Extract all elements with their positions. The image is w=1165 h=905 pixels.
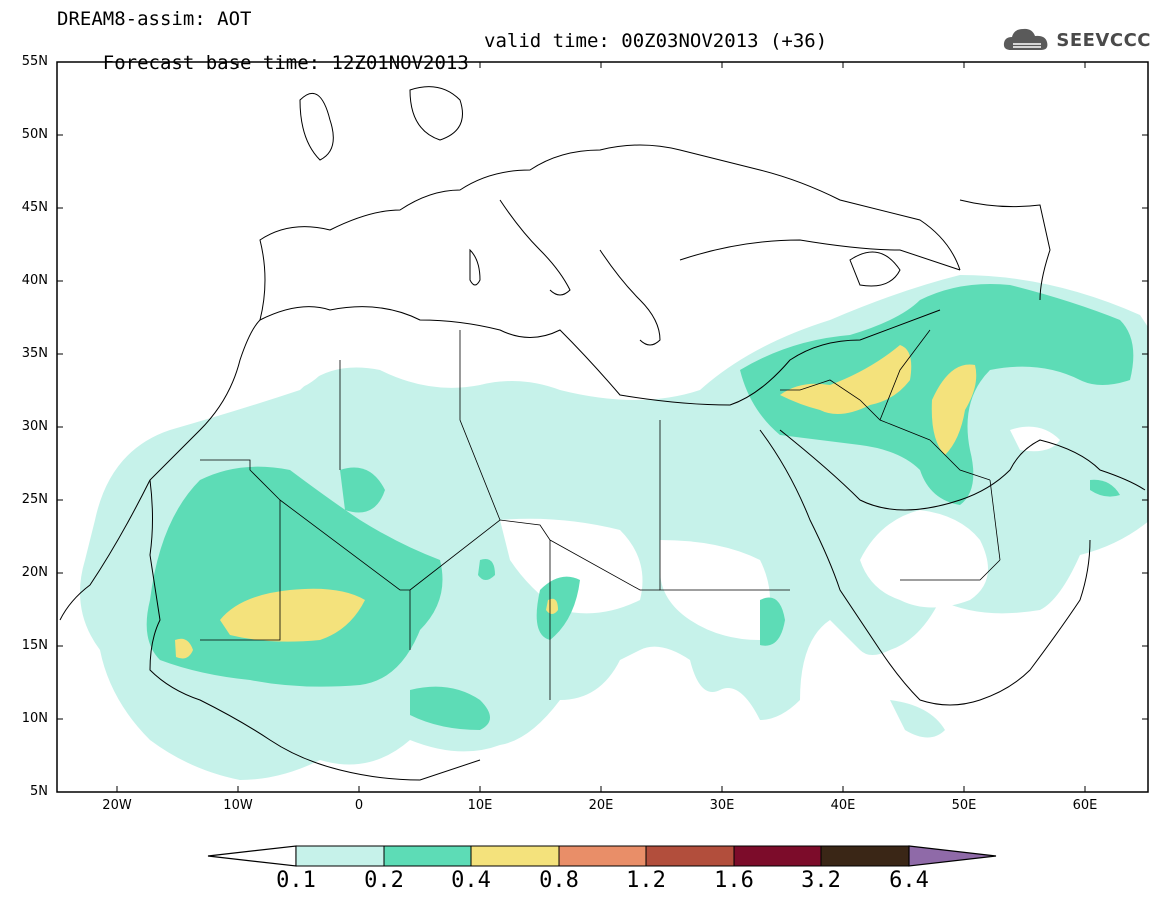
colorbar xyxy=(207,845,997,867)
colorbar-label: 6.4 xyxy=(889,868,929,893)
colorbar-segment xyxy=(558,845,647,867)
lon-label: 20W xyxy=(102,798,132,813)
colorbar-high-arrow xyxy=(908,845,997,867)
colorbar-label: 1.2 xyxy=(626,868,666,893)
colorbar-label: 0.4 xyxy=(451,868,491,893)
lat-label: 15N xyxy=(21,638,48,653)
valid-time: valid time: 00Z03NOV2013 (+36) xyxy=(484,30,828,52)
product-title: DREAM8-assim: AOT xyxy=(57,8,252,30)
lat-label: 5N xyxy=(30,784,48,799)
lon-label: 30E xyxy=(709,798,735,813)
lon-label: 50E xyxy=(951,798,977,813)
lat-label: 50N xyxy=(21,127,48,142)
colorbar-segment xyxy=(733,845,822,867)
lon-label: 60E xyxy=(1072,798,1098,813)
lat-label: 40N xyxy=(21,273,48,288)
axis-ticks xyxy=(57,61,1148,793)
lon-label: 10E xyxy=(467,798,493,813)
colorbar-segment xyxy=(383,845,472,867)
colorbar-segment xyxy=(645,845,735,867)
colorbar-segment xyxy=(470,845,560,867)
cloud-icon xyxy=(1004,28,1048,50)
coastlines xyxy=(59,86,1146,781)
lat-label: 20N xyxy=(21,565,48,580)
colorbar-label: 0.2 xyxy=(364,868,404,893)
colorbar-label: 0.1 xyxy=(276,868,316,893)
lon-label: 10W xyxy=(223,798,253,813)
base-time: Forecast base time: 12Z01NOV2013 xyxy=(102,52,469,74)
lon-label: 40E xyxy=(830,798,856,813)
colorbar-label: 0.8 xyxy=(539,868,579,893)
title-block: DREAM8-assim: AOT Forecast base time: 12… xyxy=(57,8,827,118)
colorbar-low-arrow xyxy=(207,845,297,867)
lat-label: 55N xyxy=(21,54,48,69)
lat-label: 30N xyxy=(21,419,48,434)
colorbar-segment xyxy=(820,845,910,867)
colorbar-label: 1.6 xyxy=(714,868,754,893)
logo-text: SEEVCCC xyxy=(1056,29,1151,51)
lat-label: 25N xyxy=(21,492,48,507)
aot-level-0.4-area xyxy=(175,345,977,659)
lat-label: 10N xyxy=(21,711,48,726)
aot-clear-area xyxy=(246,359,1060,640)
colorbar-segment xyxy=(295,845,385,867)
lat-label: 35N xyxy=(21,346,48,361)
seevccc-logo: SEEVCCC xyxy=(1001,24,1151,56)
colorbar-label: 3.2 xyxy=(801,868,841,893)
lon-label: 0 xyxy=(354,798,364,813)
country-borders xyxy=(200,329,1001,700)
lat-label: 45N xyxy=(21,200,48,215)
lon-label: 20E xyxy=(588,798,614,813)
